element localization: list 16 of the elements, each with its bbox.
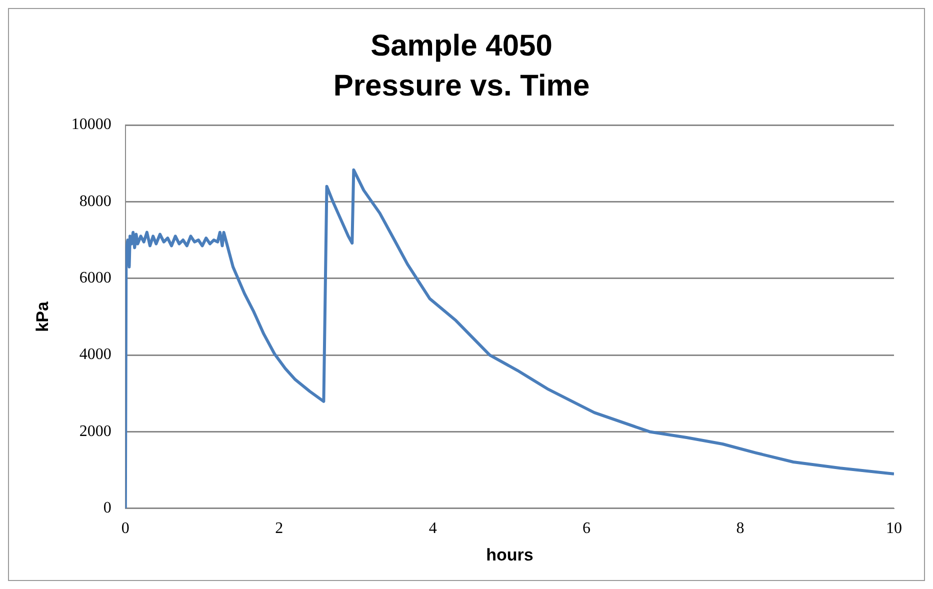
y-tick-label: 2000 (79, 422, 112, 440)
x-tick-label: 6 (582, 520, 591, 538)
x-tick-label: 10 (886, 520, 902, 538)
x-tick-label: 8 (736, 520, 744, 538)
y-tick-label: 10000 (71, 116, 112, 134)
y-tick-label: 4000 (79, 346, 112, 364)
y-tick-label: 0 (103, 500, 112, 517)
chart-title: Sample 4050 (370, 29, 552, 62)
y-axis-title: kPa (32, 301, 52, 332)
chart-subtitle: Pressure vs. Time (333, 69, 590, 102)
x-tick-label: 0 (121, 520, 130, 538)
y-tick-label: 6000 (79, 270, 112, 287)
y-tick-label: 8000 (79, 192, 112, 210)
x-tick-label: 2 (275, 520, 284, 538)
x-tick-label: 4 (428, 520, 437, 538)
x-axis-title: hours (486, 545, 534, 564)
